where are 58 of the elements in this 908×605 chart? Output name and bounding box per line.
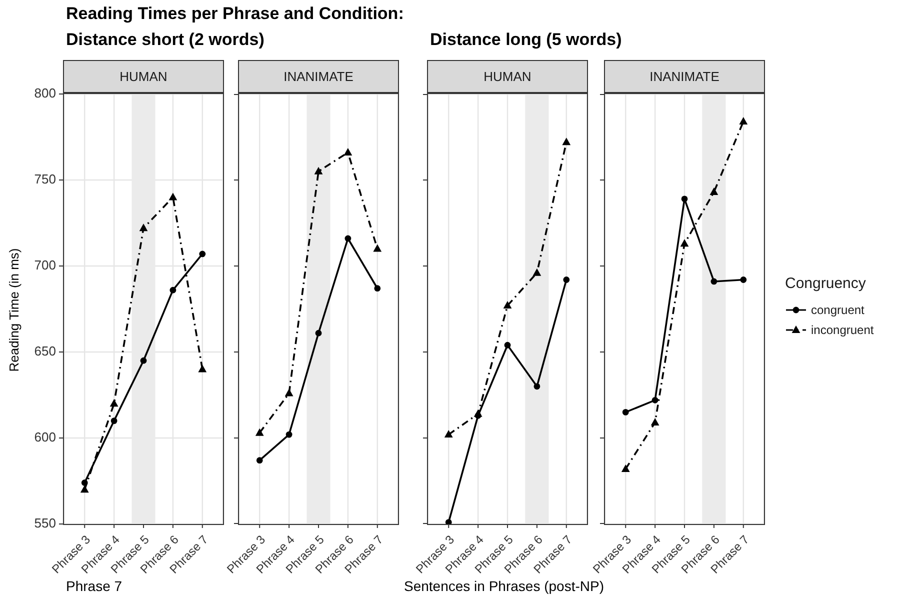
point — [139, 224, 148, 232]
point — [563, 276, 570, 283]
point — [199, 250, 206, 258]
point — [315, 330, 322, 336]
point — [286, 431, 292, 438]
point — [622, 409, 629, 416]
y-tick-label: 600 — [34, 429, 56, 444]
y-tick-label: 700 — [34, 257, 56, 272]
point — [740, 276, 747, 283]
text: Phrase 7 — [66, 578, 122, 594]
chart-title: HUMAN — [427, 60, 588, 93]
y-tick-label: 550 — [34, 515, 56, 530]
point — [650, 418, 660, 426]
point — [168, 192, 178, 200]
point — [80, 485, 89, 493]
chart-subtitle: Distance long (5 words) — [430, 30, 622, 50]
point — [374, 285, 381, 292]
point — [344, 235, 352, 242]
point — [110, 399, 118, 407]
point — [444, 430, 453, 438]
point — [532, 268, 542, 276]
x-axis-title: Sentences in Phrases (post-NP) — [403, 578, 605, 594]
legend-label: congruent — [811, 303, 864, 317]
point — [739, 117, 748, 125]
point — [140, 357, 147, 364]
chart-title: INANIMATE — [604, 60, 765, 93]
point — [344, 148, 352, 156]
point — [445, 519, 452, 524]
point — [198, 364, 207, 372]
point — [373, 244, 382, 252]
point — [170, 286, 176, 294]
point — [314, 166, 323, 174]
point — [681, 196, 688, 202]
point — [284, 388, 294, 396]
point — [474, 409, 482, 417]
point — [710, 188, 718, 196]
point — [110, 418, 118, 424]
y-tick-label: 750 — [34, 171, 56, 186]
chart-title: INANIMATE — [238, 60, 399, 93]
chart-subtitle: Distance short (2 words) — [66, 30, 264, 50]
text: Reading Times per Phrase and Condition: — [66, 4, 404, 24]
point — [504, 342, 511, 348]
point — [680, 239, 689, 247]
point — [256, 457, 263, 464]
point — [255, 428, 264, 436]
point — [81, 480, 88, 486]
point — [621, 464, 630, 472]
legend-title: Congruency — [785, 275, 867, 292]
y-tick-label: 800 — [34, 85, 56, 100]
point — [534, 383, 540, 390]
chart-title: HUMAN — [63, 60, 224, 93]
y-tick-label: 650 — [34, 343, 56, 358]
y-axis-title: Reading Time (in ms) — [6, 248, 22, 372]
point — [652, 396, 658, 404]
legend-label: incongruent — [811, 323, 874, 337]
point — [710, 278, 718, 285]
point — [503, 301, 512, 309]
point — [562, 138, 571, 146]
